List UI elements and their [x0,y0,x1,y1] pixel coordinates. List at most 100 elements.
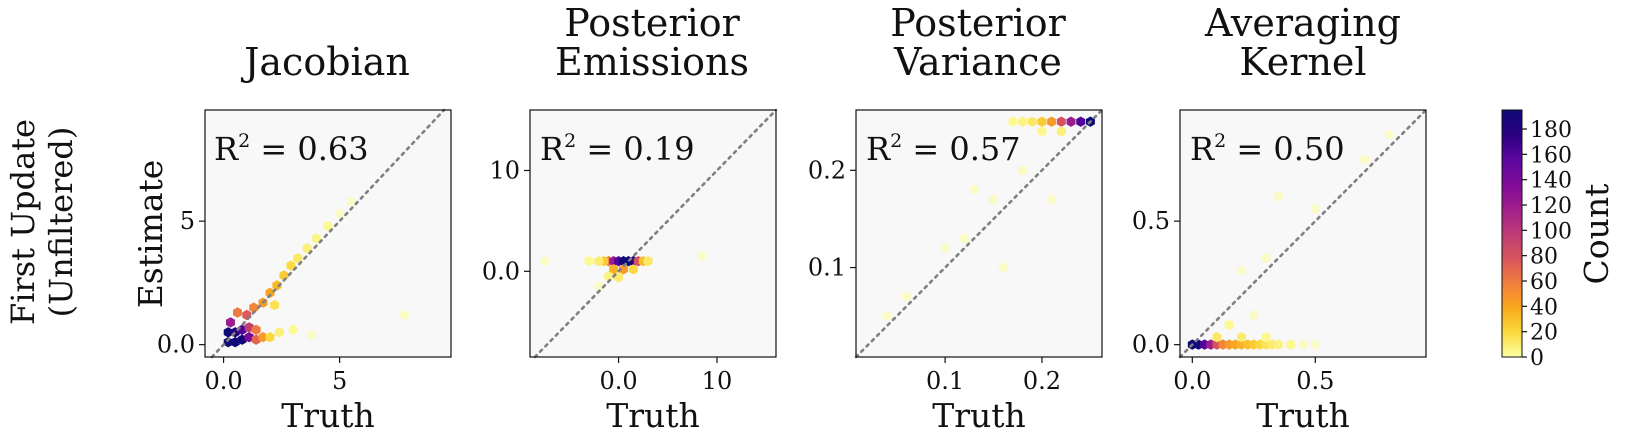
colorbar-tick-label: 60 [1530,270,1558,295]
hex-bin [258,332,268,343]
r2-equals: = [902,130,949,168]
hex-bin [223,337,233,348]
r2-superscript: 2 [238,130,250,152]
y-tick-label: 0.0 [482,257,520,285]
hex-bin [307,329,317,340]
hex-bin [989,194,998,205]
r2-annotation: R2 = 0.50 [1190,130,1345,168]
r2-label: R [214,130,239,168]
hex-bin [251,334,261,345]
y-tick-label: 5 [180,207,195,235]
hex-bin [1027,116,1037,127]
x-tick-label: 5 [332,367,347,395]
hex-bin [1066,116,1076,127]
hex-bin [1076,116,1086,127]
x-tick-label: 10 [702,367,733,395]
y-tick-label: 0.0 [1132,331,1170,359]
hex-bin [1310,203,1320,214]
plot-frame [204,109,452,358]
hex-bin [400,309,410,321]
row-label: First Update (Unfiltered) [4,119,80,325]
y-tick-label: 0.1 [808,254,846,282]
x-tick-label: 0.1 [926,367,964,395]
panel-title-line-2: Variance [893,40,1062,84]
r2-annotation: R2 = 0.57 [866,130,1021,168]
hex-bin [1212,332,1222,343]
hex-bin [882,311,892,322]
r2-value: 0.50 [1273,130,1344,168]
hex-bin [244,322,254,333]
colorbar-tick-label: 80 [1530,245,1558,270]
hex-bin [249,302,259,313]
hex-bin [1056,116,1066,127]
panel-title-line: Jacobian [240,40,410,84]
hex-bin [604,271,614,282]
r2-label: R [866,130,891,168]
y-tick-label: 0.5 [1132,207,1170,235]
hex-bin [1047,116,1057,127]
hex-bin [1008,116,1018,127]
r2-annotation: R2 = 0.63 [214,130,369,168]
hex-bin [1224,319,1234,331]
axis-ticks: 0.0 0.5 0.0 0.5 [1132,207,1335,395]
hex-bin [335,208,345,219]
hex-bin [265,287,275,298]
colorbar-label: Count [1577,184,1616,285]
hex-bin [1360,154,1369,165]
hex-bin [311,233,321,244]
hex-bin [286,260,296,271]
hex-bin [1018,165,1028,176]
axis-ticks: 0.0 10 0.0 10 [482,156,732,395]
identity-line [533,108,778,359]
hex-bin [901,291,911,302]
hexbin-layer [882,116,1095,322]
r2-superscript: 2 [564,130,576,152]
hex-bin [230,337,240,348]
axis-ticks: 0.1 0.2 0.1 0.2 [808,156,1061,395]
hex-bin [1037,126,1047,137]
x-axis-label: Truth [1256,396,1350,435]
colorbar-tick-label: 140 [1530,169,1572,194]
row-label-line-1: First Update [4,119,42,325]
hex-bin [969,184,979,195]
hex-bin [346,196,356,207]
hex-bin [1310,339,1320,350]
panel-posterior-emissions: Posterior Emissions 0.0 10 0.0 10 R2 = 0.19… [482,1,778,435]
colorbar-tick-label: 40 [1530,295,1558,320]
hex-bin [998,262,1008,273]
x-tick-label: 0.5 [1296,367,1334,395]
colorbar-tick-label: 20 [1530,321,1558,346]
row-label-line-2: (Unfiltered) [42,127,80,318]
colorbar-gradient [1501,109,1523,358]
hex-bin [244,332,254,343]
hexbin-layer [1187,129,1394,350]
y-tick-label: 0.0 [157,331,195,359]
r2-equals: = [1226,130,1273,168]
hex-bin [1261,332,1271,343]
hex-bin [1237,332,1246,343]
hex-bin [226,317,235,328]
r2-value: 0.63 [297,130,368,168]
r2-superscript: 2 [1214,130,1226,152]
identity-line [854,108,1104,359]
r2-equals: = [576,130,623,168]
r2-superscript: 2 [890,130,902,152]
axis-ticks: 0.0 5 0.0 5 [157,207,347,395]
panel-title-line-1: Averaging [1204,1,1401,45]
y-axis-label: Estimate [131,160,170,309]
hex-bin [1384,129,1394,140]
hex-bin [270,299,280,311]
hexbin-layer [540,251,707,292]
hex-bin [1249,309,1259,321]
r2-label: R [1190,130,1215,168]
panel-title-line-1: Posterior [890,1,1066,45]
hex-bin [265,332,275,343]
hex-bin [960,233,969,244]
x-tick-label: 0.0 [204,367,242,395]
colorbar-tick-label: 120 [1530,194,1572,219]
hex-bin [1273,339,1283,350]
y-tick-label: 10 [489,156,520,184]
